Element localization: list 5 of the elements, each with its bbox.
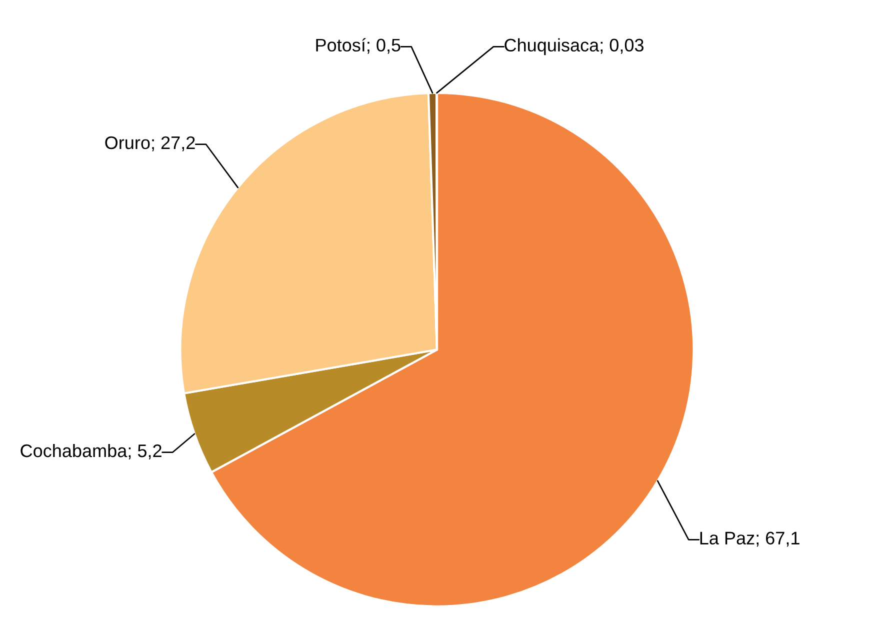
slice-label: Oruro; 27,2 <box>105 136 195 152</box>
slice-label: Chuquisaca; 0,03 <box>504 38 644 56</box>
slice-label: La Paz; 67,1 <box>700 532 800 547</box>
slice-label: Cochabamba; 5,2 <box>20 444 162 460</box>
slice-label: Potosí; 0,5 <box>316 38 400 54</box>
